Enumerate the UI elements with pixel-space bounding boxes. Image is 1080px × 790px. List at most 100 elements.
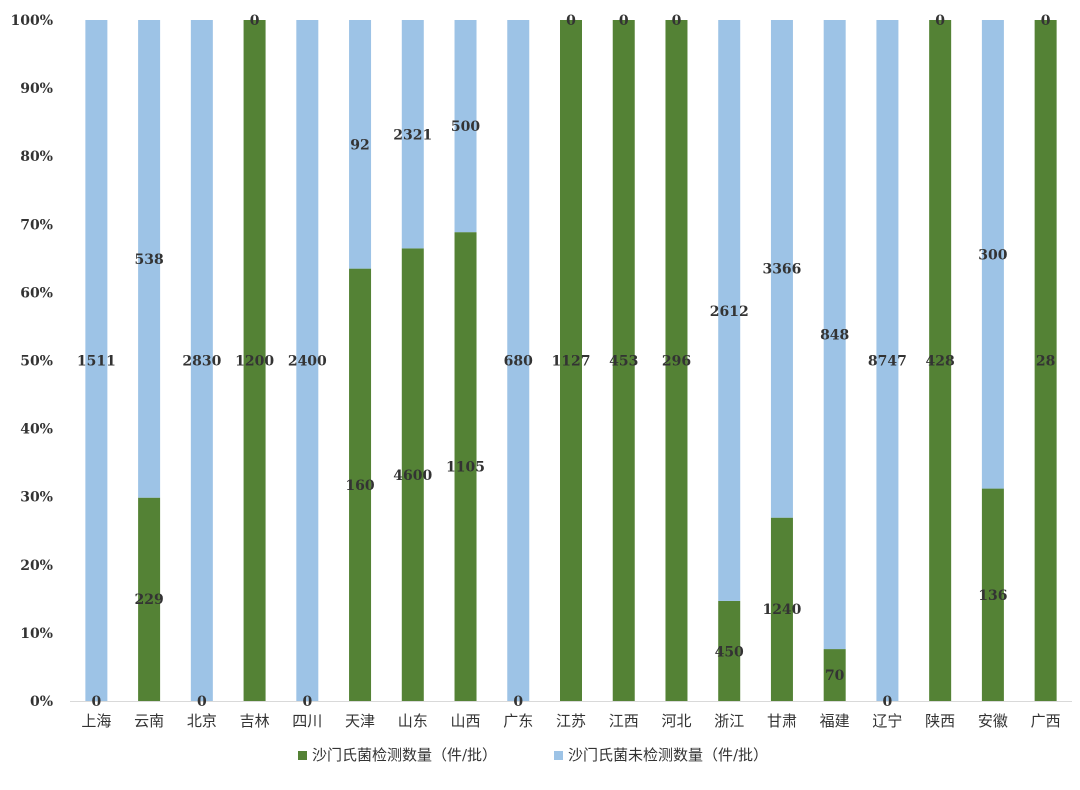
x-tick-label: 吉林 xyxy=(240,712,270,730)
bar-undetected xyxy=(454,20,477,233)
data-label-undetected: 500 xyxy=(451,119,480,135)
data-label-detected: 229 xyxy=(134,592,163,608)
x-tick-label: 山西 xyxy=(451,712,481,730)
y-tick-label: 70% xyxy=(20,217,53,233)
data-label-detected: 296 xyxy=(662,354,691,370)
x-tick-label: 云南 xyxy=(134,712,164,730)
bar-undetected xyxy=(349,20,372,269)
x-tick-label: 广西 xyxy=(1031,712,1061,730)
y-axis: 0% 10% 20% 30% 40% 50% 60% 70% 80% 90% 100% xyxy=(10,13,53,710)
bar-detected xyxy=(560,20,582,701)
data-label-detected: 4600 xyxy=(393,468,432,484)
y-tick-label: 30% xyxy=(20,490,53,506)
data-label-undetected: 538 xyxy=(134,252,163,268)
legend-item-undetected: 沙门氏菌未检测数量（件/批） xyxy=(554,746,768,764)
data-label-undetected: 2612 xyxy=(710,304,749,320)
data-label-undetected: 1511 xyxy=(77,354,116,370)
x-tick-label: 浙江 xyxy=(714,712,744,730)
bar-undetected xyxy=(981,20,1004,489)
x-tick-label: 广东 xyxy=(503,712,533,730)
data-label-undetected: 0 xyxy=(619,13,629,29)
legend-label: 沙门氏菌检测数量（件/批） xyxy=(312,746,497,764)
bar-undetected xyxy=(770,20,793,518)
bar-undetected xyxy=(85,20,108,701)
x-tick-label: 福建 xyxy=(820,712,850,730)
data-label-undetected: 0 xyxy=(935,13,945,29)
y-tick-label: 90% xyxy=(20,81,53,97)
bar-undetected xyxy=(718,20,741,601)
x-tick-label: 北京 xyxy=(187,712,217,730)
legend-swatch xyxy=(554,751,563,760)
bar-detected xyxy=(718,600,741,701)
data-label-detected: 1200 xyxy=(235,354,274,370)
x-axis: 上海 云南 北京 吉林 四川 天津 山东 山西 广东 江苏 江西 河北 浙江 甘肃 福建 辽宁 陕西 安徽 广西 xyxy=(70,701,1072,730)
data-label-detected: 0 xyxy=(883,694,893,710)
y-tick-label: 60% xyxy=(20,285,53,301)
bar-detected xyxy=(823,649,846,701)
legend-item-detected: 沙门氏菌检测数量（件/批） xyxy=(298,746,497,764)
data-label-undetected: 680 xyxy=(504,354,533,370)
bar-detected xyxy=(349,268,372,701)
y-tick-label: 40% xyxy=(20,422,53,438)
data-label-detected: 453 xyxy=(609,354,638,370)
bar-undetected xyxy=(876,20,899,701)
bar-undetected xyxy=(823,20,846,650)
bars xyxy=(85,20,1057,701)
x-tick-label: 天津 xyxy=(345,712,375,730)
x-tick-label: 辽宁 xyxy=(872,712,902,730)
legend-swatch xyxy=(298,751,307,760)
data-label-undetected: 0 xyxy=(250,13,260,29)
y-tick-label: 20% xyxy=(20,558,53,574)
bar-detected xyxy=(929,20,952,701)
x-tick-label: 河北 xyxy=(661,712,691,730)
data-label-undetected: 8747 xyxy=(868,354,907,370)
bar-undetected xyxy=(507,20,530,701)
x-tick-label: 山东 xyxy=(398,712,428,730)
bar-undetected xyxy=(296,20,319,701)
bar-detected xyxy=(981,488,1004,701)
data-label-undetected: 0 xyxy=(566,13,576,29)
bar-undetected xyxy=(138,20,161,498)
data-label-detected: 1105 xyxy=(446,460,485,476)
bar-detected xyxy=(243,20,266,701)
data-label-undetected: 2321 xyxy=(393,127,432,143)
legend-label: 沙门氏菌未检测数量（件/批） xyxy=(568,746,768,764)
bar-detected xyxy=(138,497,161,701)
data-label-undetected: 0 xyxy=(672,13,682,29)
legend: 沙门氏菌检测数量（件/批） 沙门氏菌未检测数量（件/批） xyxy=(298,746,768,764)
bar-detected xyxy=(665,20,688,701)
data-label-detected: 0 xyxy=(197,694,207,710)
y-tick-label: 10% xyxy=(20,626,53,642)
data-label-undetected: 2400 xyxy=(288,354,327,370)
data-label-undetected: 0 xyxy=(1041,13,1051,29)
data-label-detected: 450 xyxy=(715,644,744,660)
data-label-detected: 136 xyxy=(978,588,1007,604)
x-tick-label: 安徽 xyxy=(978,712,1008,730)
x-tick-label: 江西 xyxy=(609,712,639,730)
data-label-detected: 0 xyxy=(302,694,312,710)
y-tick-label: 50% xyxy=(20,354,53,370)
bar-detected xyxy=(1034,20,1057,701)
data-label-detected: 1127 xyxy=(552,354,591,370)
data-label-undetected: 2830 xyxy=(182,354,221,370)
data-label-detected: 28 xyxy=(1036,354,1055,370)
y-tick-label: 80% xyxy=(20,149,53,165)
bar-detected xyxy=(454,232,477,701)
bar-detected xyxy=(612,20,635,701)
x-tick-label: 甘肃 xyxy=(767,712,797,730)
x-tick-label: 上海 xyxy=(81,712,111,730)
data-label-detected: 428 xyxy=(926,354,955,370)
data-label-detected: 0 xyxy=(513,694,523,710)
x-tick-label: 陕西 xyxy=(925,712,955,730)
data-label-undetected: 300 xyxy=(978,247,1007,263)
data-label-detected: 1240 xyxy=(762,602,801,618)
data-label-undetected: 3366 xyxy=(762,262,801,278)
y-tick-label: 100% xyxy=(10,13,53,29)
data-label-undetected: 92 xyxy=(350,138,369,154)
bar-undetected xyxy=(190,20,213,701)
bar-detected xyxy=(770,517,793,701)
x-tick-label: 江苏 xyxy=(556,712,586,730)
x-tick-label: 四川 xyxy=(292,712,322,730)
